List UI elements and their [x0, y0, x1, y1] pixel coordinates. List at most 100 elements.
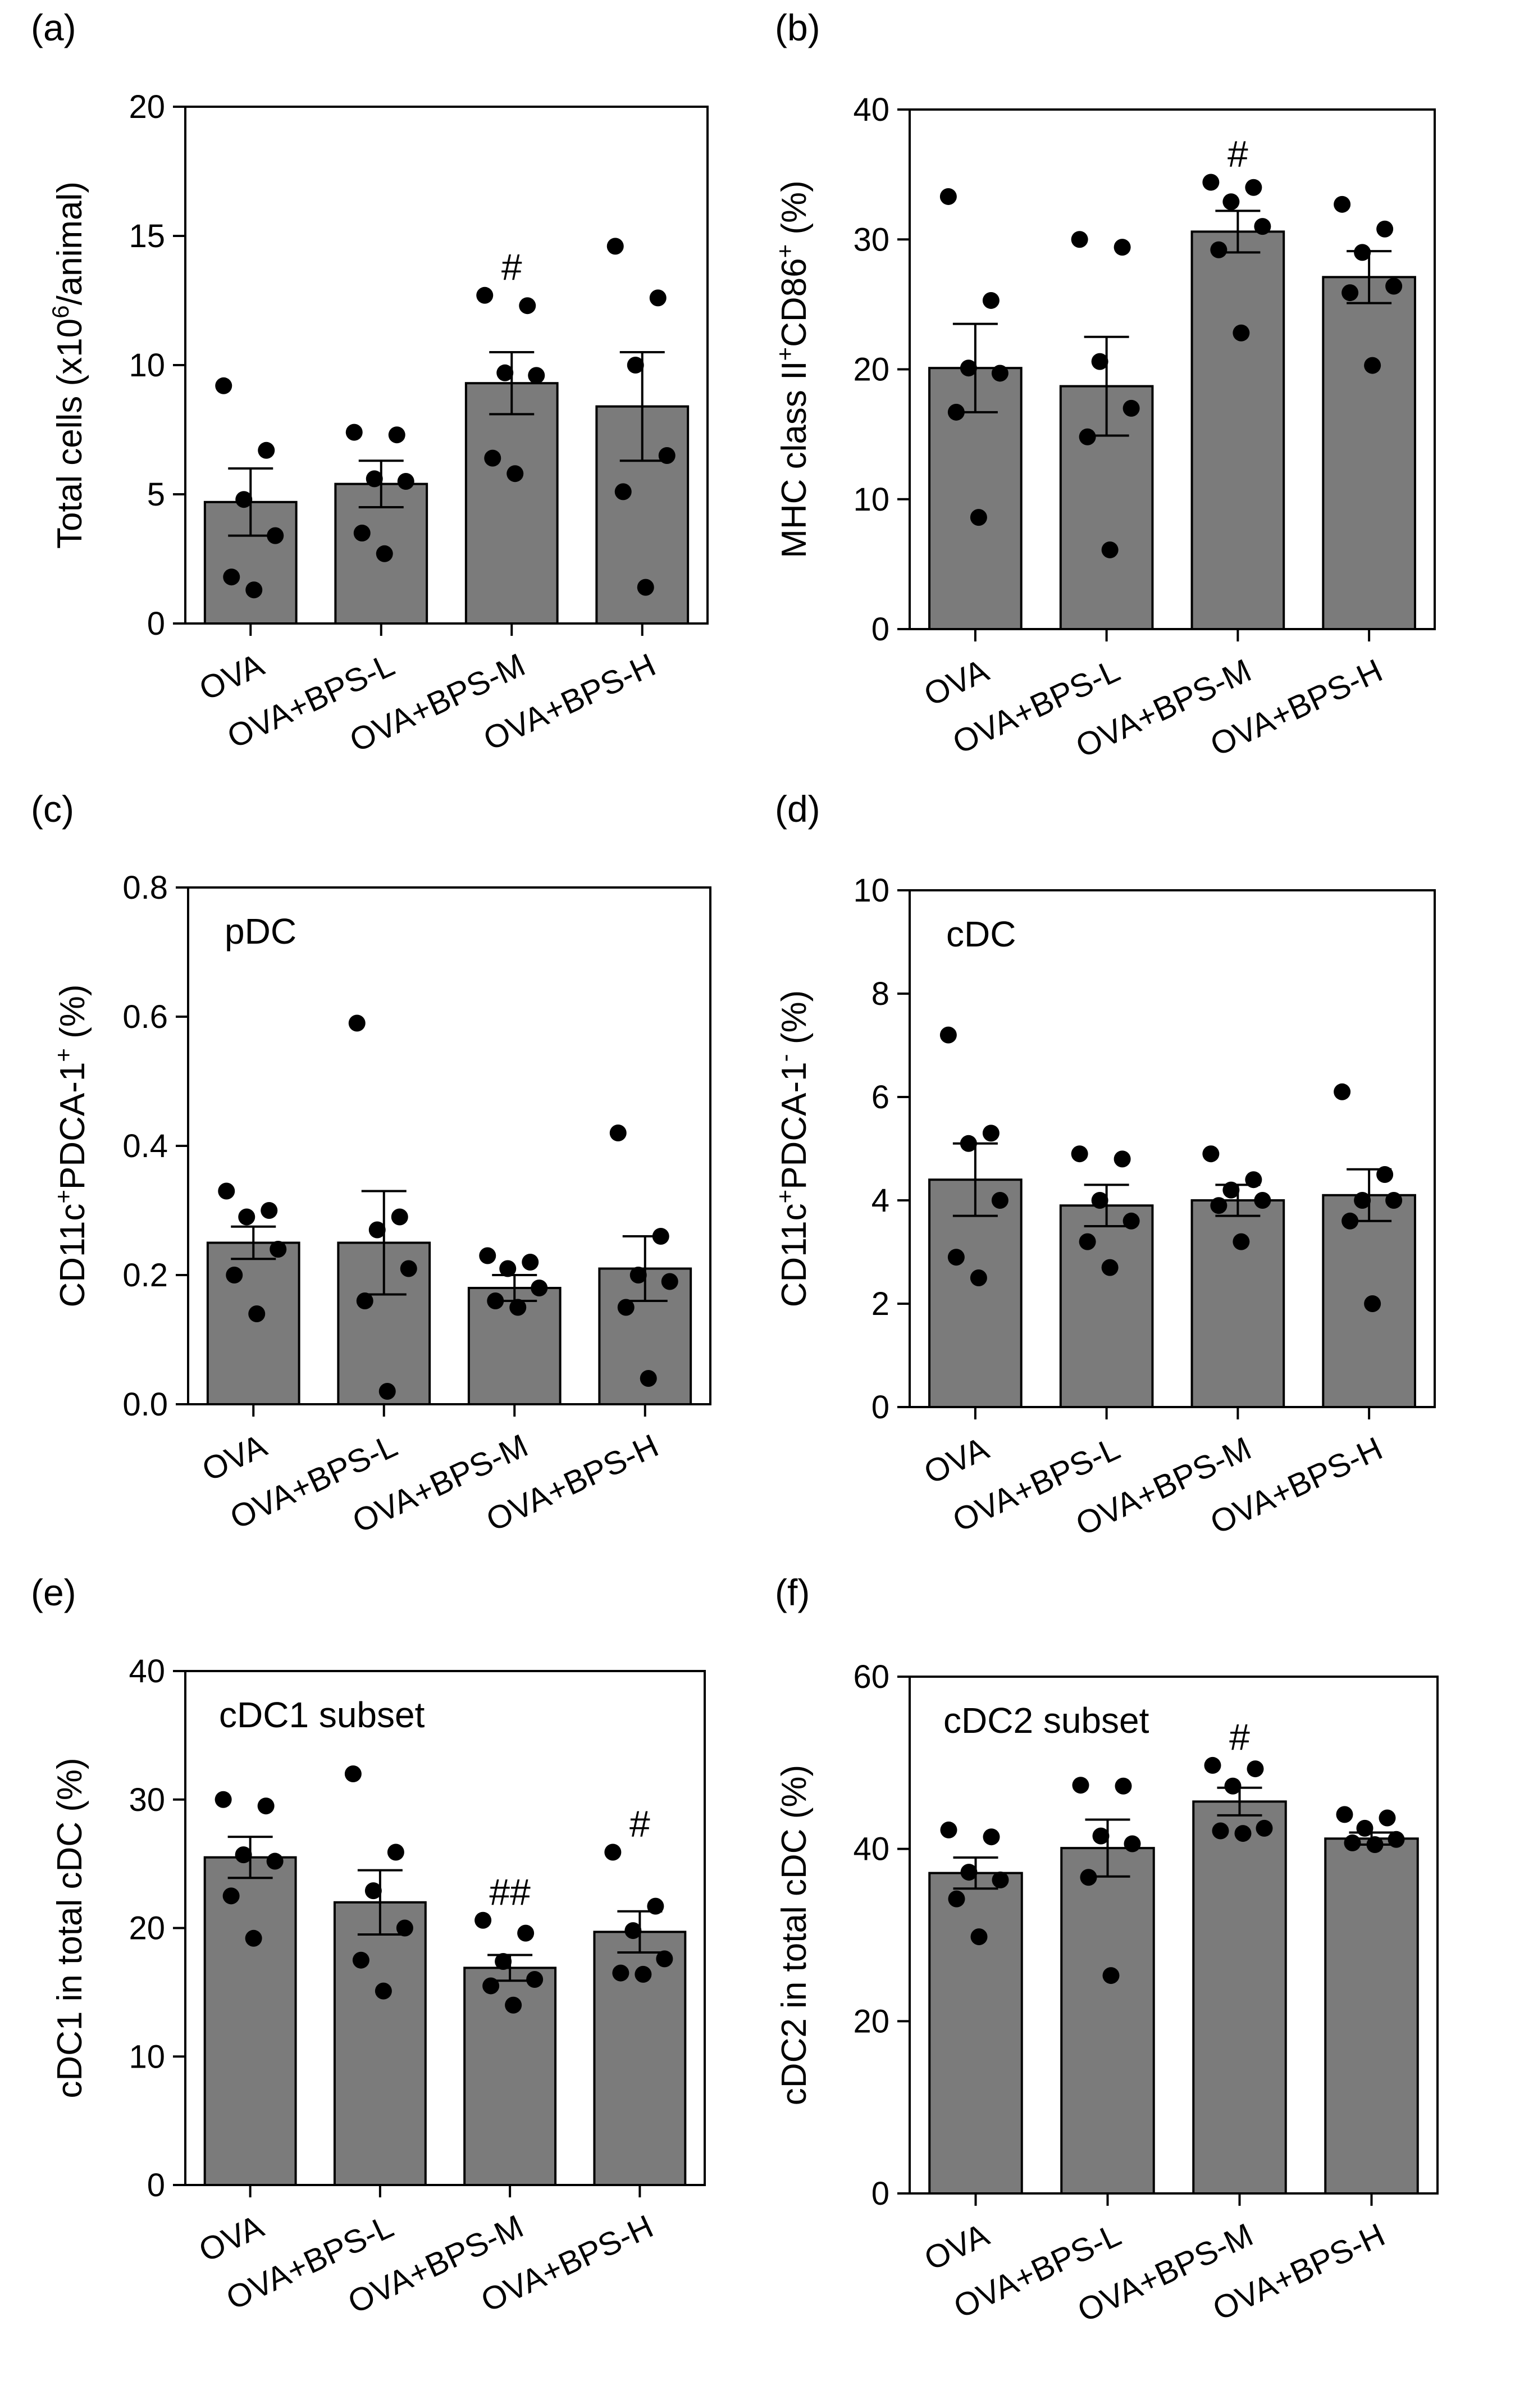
y-axis-label: cDC1 in total cDC (%) — [51, 1758, 89, 2098]
data-point — [499, 1260, 517, 1277]
data-point — [1092, 1827, 1110, 1845]
data-point — [982, 1125, 1000, 1142]
data-point — [947, 403, 965, 421]
y-tick-label: 20 — [853, 352, 889, 388]
data-point — [495, 1952, 512, 1970]
data-point — [1202, 174, 1220, 191]
data-point — [474, 1911, 492, 1929]
data-point — [487, 1292, 504, 1309]
data-point — [1072, 1777, 1089, 1794]
data-point — [1356, 1819, 1373, 1837]
data-point — [983, 1828, 1000, 1846]
data-point — [215, 1791, 232, 1808]
data-point — [344, 1765, 362, 1782]
y-axis-label-part: cDC1 in total cDC (%) — [51, 1758, 89, 2098]
data-point — [982, 292, 1000, 309]
panel-label: (d) — [775, 788, 820, 830]
data-point — [1354, 244, 1371, 261]
y-tick-label: 0.8 — [122, 870, 168, 906]
significance-marker: # — [1227, 133, 1248, 175]
data-point — [606, 238, 624, 255]
data-point — [366, 470, 383, 488]
data-point — [1101, 541, 1119, 558]
y-tick-label: 20 — [853, 2003, 889, 2040]
significance-marker: # — [1229, 1716, 1250, 1758]
data-point — [661, 1273, 678, 1290]
y-tick-label: 20 — [129, 1910, 165, 1947]
data-point — [617, 1299, 635, 1316]
inset-label: pDC — [225, 911, 296, 952]
y-tick-label: 4 — [871, 1182, 889, 1219]
panel-f: (f)#0204060OVAOVA+BPS-LOVA+BPS-MOVA+BPS-… — [775, 1572, 1439, 2329]
data-point — [940, 1821, 957, 1838]
y-tick-label: 5 — [147, 476, 165, 513]
y-axis-label-part: (%) — [775, 180, 814, 244]
data-point — [647, 1897, 664, 1915]
y-axis-label-superscript: + — [50, 1048, 76, 1062]
data-point — [245, 1929, 262, 1947]
data-point — [1385, 1192, 1403, 1209]
x-tick-label: OVA — [919, 1430, 994, 1491]
data-point — [345, 424, 363, 441]
data-point — [627, 357, 644, 374]
panel-b: (b)#010203040OVAOVA+BPS-LOVA+BPS-MOVA+BP… — [772, 7, 1436, 765]
data-point — [378, 1383, 396, 1400]
data-point — [245, 581, 263, 599]
data-point — [484, 449, 501, 467]
inset-label: cDC — [946, 914, 1016, 954]
data-point — [270, 1241, 287, 1258]
y-tick-label: 40 — [129, 1653, 165, 1690]
data-point — [387, 1843, 404, 1861]
data-point — [226, 1267, 243, 1283]
data-point — [476, 286, 494, 304]
data-point — [248, 1305, 266, 1322]
data-point — [1354, 1192, 1371, 1209]
bar — [1190, 1199, 1285, 1408]
data-point — [267, 527, 284, 544]
data-point — [1212, 1822, 1229, 1840]
y-axis-label-part: CD11c — [775, 1203, 814, 1307]
data-point — [948, 1890, 965, 1908]
data-point — [396, 1919, 413, 1937]
data-point — [939, 1026, 957, 1044]
data-point — [376, 545, 393, 562]
bar — [203, 1856, 297, 2186]
y-axis-label-part: Total cells (x10 — [51, 318, 89, 549]
data-point — [528, 367, 545, 384]
data-point — [939, 188, 957, 205]
y-tick-label: 0.6 — [122, 999, 168, 1035]
bar — [1322, 276, 1416, 630]
y-axis-label-part: (%) — [775, 990, 814, 1054]
data-point — [400, 1260, 417, 1277]
data-point — [531, 1280, 548, 1296]
data-point — [235, 491, 253, 508]
panel-d: (d)0246810OVAOVA+BPS-LOVA+BPS-MOVA+BPS-H… — [772, 788, 1436, 1543]
panel-label: (c) — [31, 788, 74, 830]
bar — [1324, 1837, 1419, 2195]
y-axis-label: Total cells (x106/animal) — [47, 181, 90, 549]
panel-label: (e) — [31, 1572, 76, 1613]
inset-label: cDC1 subset — [219, 1695, 425, 1735]
data-point — [1210, 241, 1227, 258]
data-point — [388, 426, 405, 444]
data-point — [609, 1125, 627, 1141]
data-point — [970, 1269, 987, 1286]
data-point — [614, 483, 632, 500]
data-point — [960, 359, 977, 377]
data-point — [1202, 1145, 1220, 1163]
bar — [333, 1901, 427, 2186]
bar — [1060, 1847, 1155, 2195]
data-point — [348, 1014, 366, 1032]
y-tick-label: 0.4 — [122, 1128, 168, 1164]
data-point — [1079, 1233, 1096, 1250]
data-point — [1254, 218, 1271, 235]
data-point — [612, 1964, 629, 1982]
data-point — [1124, 1835, 1141, 1852]
data-point — [992, 1871, 1009, 1888]
data-point — [640, 1370, 657, 1387]
y-axis-label: cDC2 in total cDC (%) — [775, 1765, 814, 2105]
data-point — [1245, 179, 1262, 196]
y-tick-label: 0 — [871, 611, 889, 648]
plot-frame — [909, 1676, 1439, 2195]
